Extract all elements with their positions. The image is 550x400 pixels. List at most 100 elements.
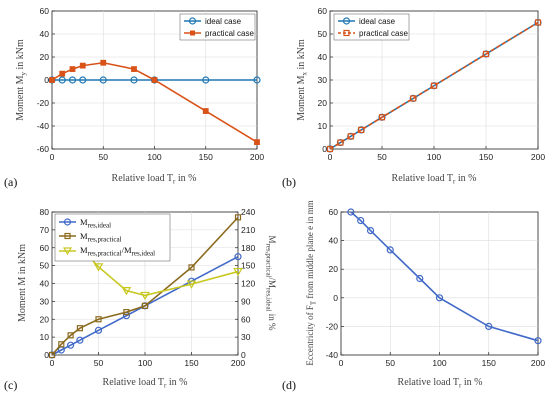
panel-a-ytick-label: 40 (40, 29, 50, 39)
panel-c-y2tick-label: 60 (241, 314, 251, 324)
panel-b-xtick-label: 0 (328, 152, 333, 162)
panel-a-ytick-label: 20 (40, 52, 50, 62)
panel-a-letter: (a) (4, 175, 17, 189)
panel-d-series-0-point (485, 322, 493, 330)
panel-d: 0 50 100 150 200 -40 -20 0 20 40 60 Relative load … (282, 200, 545, 392)
panel-b-legend-ideal: ideal case (359, 17, 396, 26)
panel-c-xtick-label: 100 (138, 358, 152, 368)
panel-c-series-0-point (234, 253, 242, 261)
panel-c-series-1-line (51, 216, 239, 356)
panel-c-series-1-point (67, 332, 74, 339)
panel-b-series-1-point (534, 19, 542, 26)
panel-b-series-1-point (430, 82, 438, 89)
panel-c-xlabel: Relative load Tr in % (103, 377, 188, 390)
panel-a-legend: ideal case practical case (179, 13, 256, 41)
panel-a-series-0-point (202, 76, 210, 84)
panel-a-ytick-label: -60 (37, 144, 50, 154)
panel-b: 0 50 100 150 200 0 10 20 30 40 50 60 Relative load … (282, 6, 545, 189)
panel-b-ytick-label: 30 (318, 75, 328, 85)
panel-b-legend: ideal case practical case (333, 13, 410, 41)
panel-c-series-2-point (121, 287, 132, 296)
panel-a-series-1-point (151, 77, 158, 83)
panel-a-series-1-point (202, 108, 209, 114)
panel-c-series-1-point (234, 214, 242, 221)
panel-a-marks: 0 50 100 150 200 -60 -40 -20 0 20 40 60 (37, 6, 265, 162)
panel-d-series-0-point (416, 274, 424, 283)
panel-a-series-0-point (99, 76, 107, 84)
panel-c-series-1-point (123, 309, 130, 316)
panel-a-xtick-label: 150 (199, 152, 213, 162)
panel-c-series-1-point (58, 341, 65, 348)
panel-b-xtick-label: 200 (531, 152, 545, 162)
panel-c-series-1-point (76, 325, 84, 332)
panel-c: 0 50 100 150 2000102030405060708003060901201… (4, 207, 277, 392)
panel-d-series-0-point (347, 208, 355, 216)
panel-b-xlabel: Relative load Tr in % (392, 173, 477, 186)
panel-b-ylabel: Moment Mx in kNm (296, 39, 309, 121)
panel-a-series-0-point (48, 76, 56, 84)
panel-c-y2tick-label: 120 (241, 279, 255, 289)
panel-c-series-1-point (141, 302, 149, 309)
panel-c-series-1-point (95, 316, 102, 323)
panel-b-series-1-line (329, 21, 539, 150)
panel-c-y2tick-label: 30 (241, 332, 251, 342)
panel-c-y2tick-label: 210 (241, 225, 255, 235)
panel-c-xtick-label: 50 (94, 358, 104, 368)
panel-d-ytick-label: 60 (329, 207, 339, 217)
panel-a-series-0-point (150, 76, 159, 84)
panel-b-series-1-point (482, 50, 490, 58)
panel-d-ytick-label: 20 (329, 264, 339, 274)
panel-c-legend: Mres,ideal Mres,practical Mres,practical… (54, 213, 171, 262)
panel-c-letter: (c) (4, 378, 17, 392)
panel-c-series-1-point (188, 264, 195, 271)
panel-d-xtick-label: 200 (531, 358, 545, 368)
panel-c-y2tick-label: 150 (241, 261, 255, 271)
panel-c-xtick-label: 0 (50, 358, 55, 368)
panel-b-series-1-point (347, 133, 354, 140)
panel-b-series-1-point (337, 139, 344, 146)
panel-c-y2tick-label: 240 (241, 207, 255, 217)
panel-b-ytick-label: 10 (318, 121, 328, 131)
panel-a-ytick-label: -20 (37, 98, 50, 108)
panel-a-xtick-label: 0 (50, 152, 55, 162)
panel-c-series-2-point (186, 280, 197, 289)
panel-a-series-1-point (131, 66, 137, 72)
panel-a-ytick-label: -40 (37, 121, 50, 131)
panel-d-ytick-label: -20 (326, 321, 339, 331)
panel-c-ytick-label: 10 (40, 332, 50, 342)
panel-c-ytick-label: 50 (40, 261, 50, 271)
panel-a-xlabel: Relative load Tr in % (112, 173, 197, 186)
panel-b-letter: (b) (282, 175, 296, 189)
panel-d-ytick-label: 40 (329, 236, 339, 246)
panel-c-y2tick-label: 0 (241, 350, 246, 360)
panel-c-ytick-label: 60 (40, 243, 50, 253)
panel-d-marks: 0 50 100 150 200 -40 -20 0 20 40 60 (326, 207, 546, 368)
panel-b-ytick-label: 50 (318, 29, 328, 39)
panel-b-series-1-point (326, 145, 334, 153)
panel-c-y2label: Mres,practical/Mres,ideal in % (265, 235, 278, 331)
panel-c-series-2-point (233, 267, 243, 277)
panel-a-ylabel: Moment My in kNm (15, 39, 28, 121)
panel-a-legend-practical: practical case (205, 29, 254, 38)
panel-c-ytick-label: 30 (40, 296, 50, 306)
panel-d-series-0-point (386, 246, 394, 254)
panel-c-series-1-point (48, 351, 56, 359)
panel-a: 0 50 100 150 200 -60 -40 -20 0 20 40 60 Relative lo… (4, 6, 264, 189)
panel-a-series-0-point (130, 76, 138, 84)
panel-b-xtick-label: 50 (377, 152, 387, 162)
panel-c-ytick-label: 80 (40, 207, 50, 217)
panel-d-letter: (d) (282, 378, 296, 392)
panel-c-series-0-point (94, 326, 103, 334)
panel-b-ytick-label: 0 (322, 144, 327, 154)
panel-b-marks: 0 50 100 150 200 0 10 20 30 40 50 60 (318, 6, 546, 162)
panel-b-series-1-point (410, 95, 417, 102)
panel-a-ytick-label: 60 (40, 6, 50, 16)
panel-a-series-0-point (58, 76, 66, 84)
panel-d-ytick-label: -40 (326, 350, 339, 360)
panel-a-xtick-label: 100 (147, 152, 161, 162)
panel-d-series-0-point (366, 226, 375, 235)
panel-c-ytick-label: 20 (40, 314, 50, 324)
panel-c-ytick-label: 0 (44, 350, 49, 360)
panel-b-ytick-label: 40 (318, 52, 328, 62)
